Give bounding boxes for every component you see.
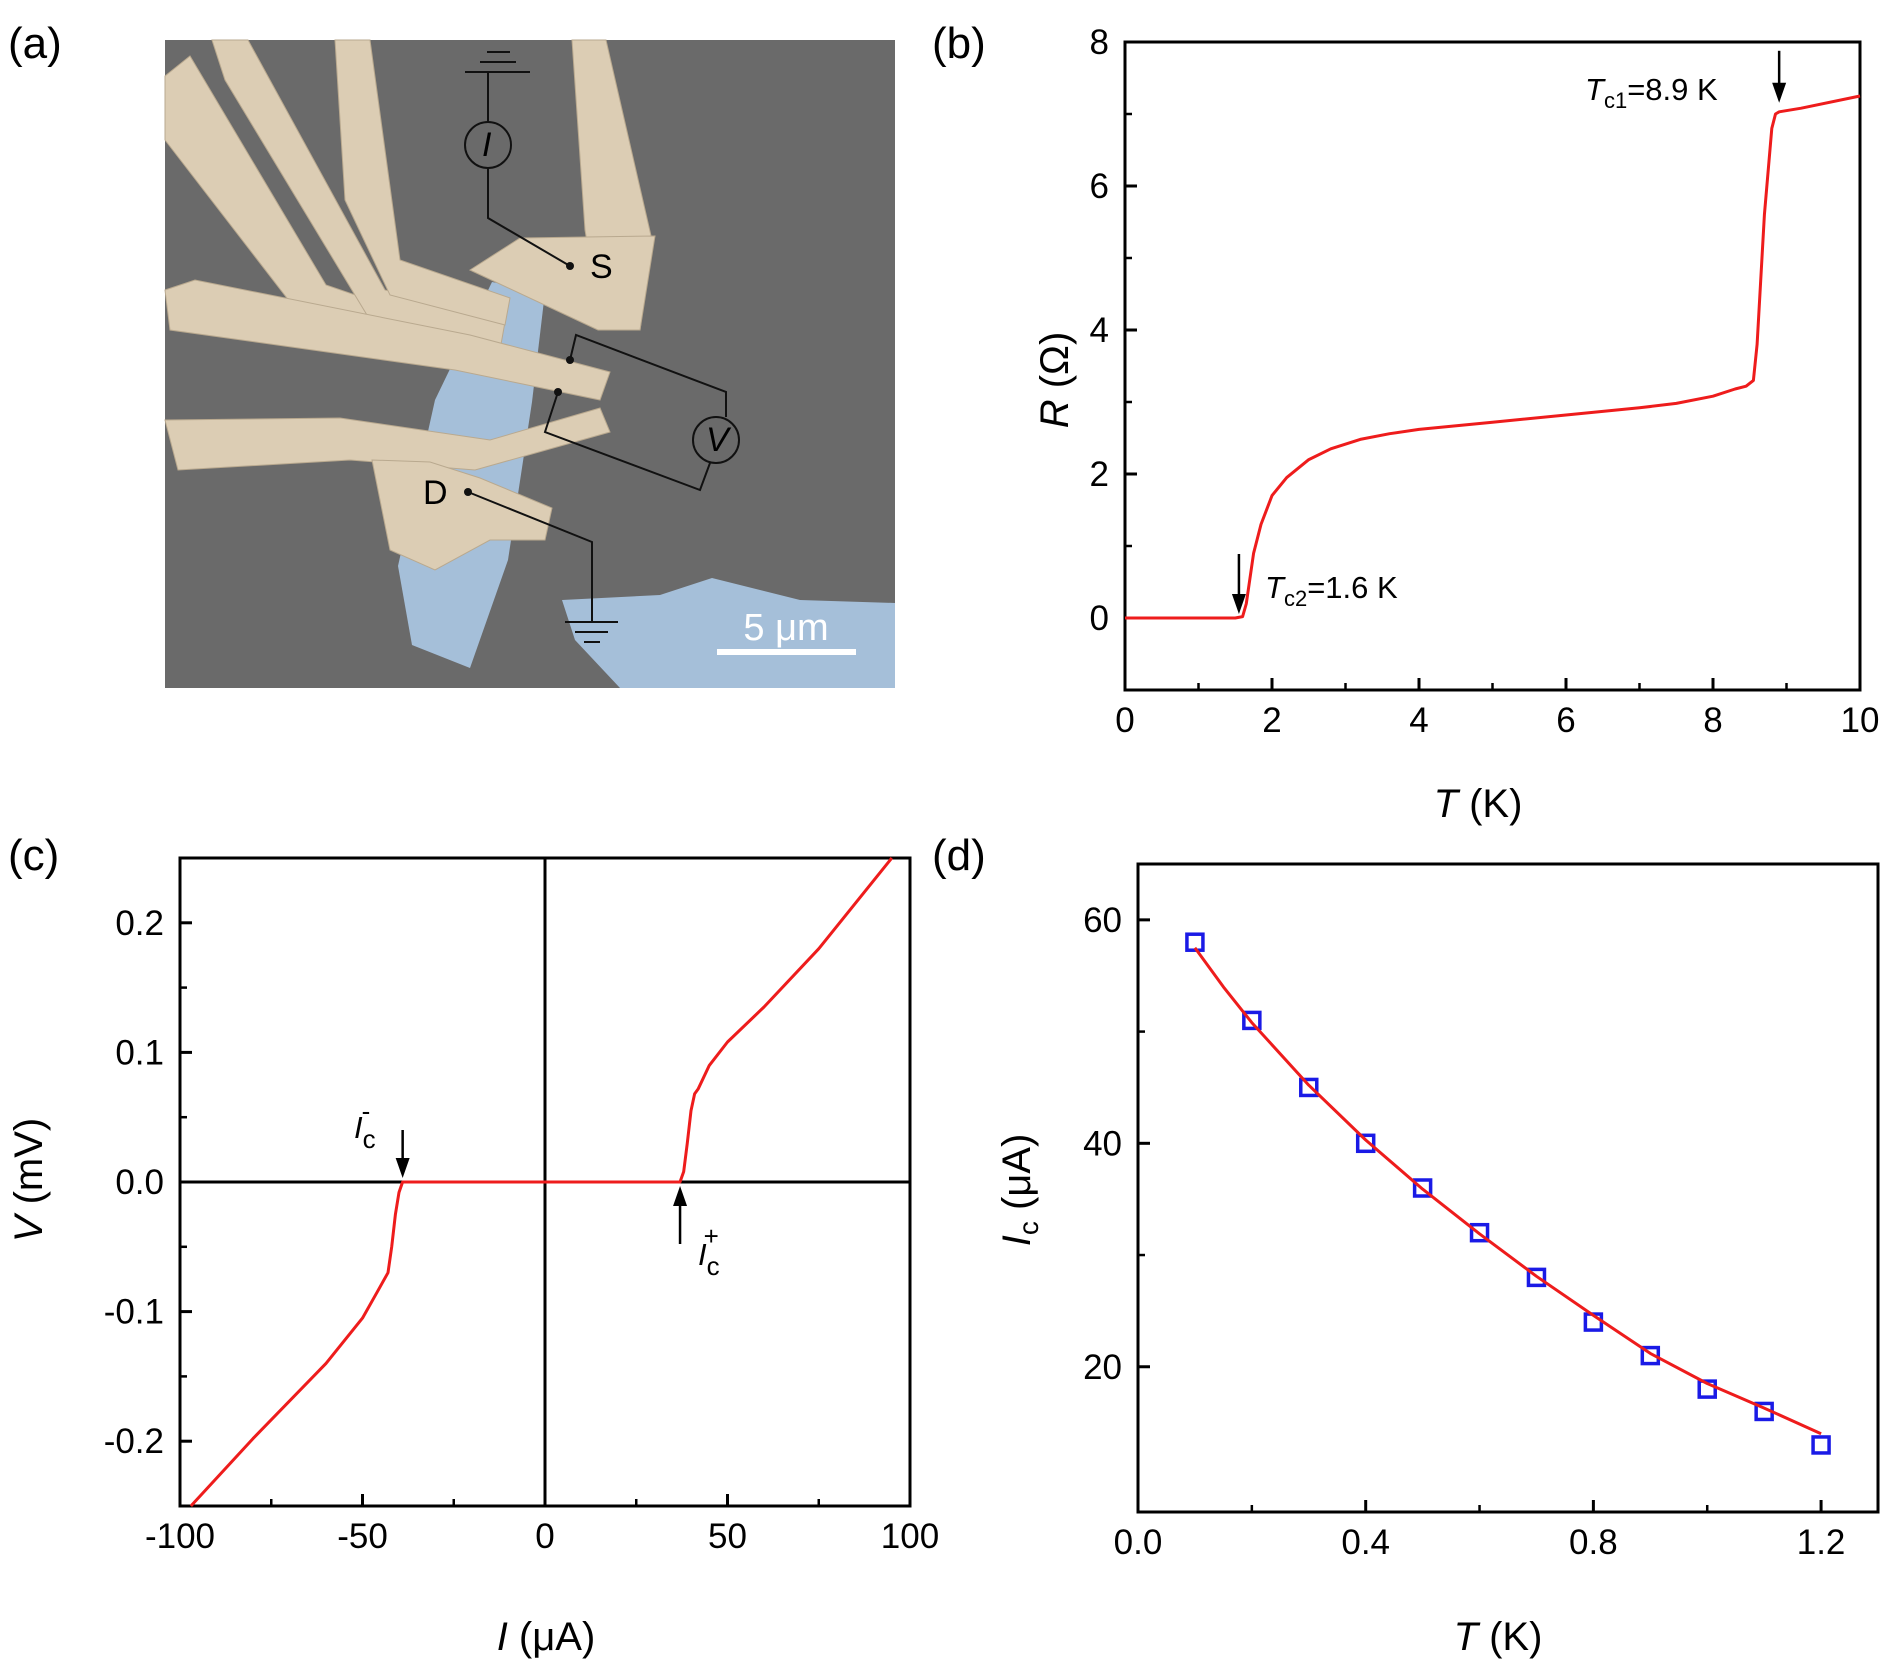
drain-label: D: [423, 474, 448, 512]
c-y-tick-label: -0.2: [104, 1422, 164, 1461]
b-annotation-arrow-head: [1231, 594, 1246, 614]
d-data-point: [1697, 1379, 1717, 1399]
d-y-tick-label: 60: [1083, 901, 1122, 940]
b-x-tick-label: 0: [1115, 701, 1134, 740]
d-data-point: [1299, 1077, 1319, 1098]
electrode-source-pad: [468, 235, 656, 331]
b-x-tick-label: 10: [1841, 701, 1880, 740]
b-y-tick-label: 0: [1090, 599, 1109, 638]
c-annotation-ic-plus: Ic+: [698, 1221, 720, 1281]
b-y-axis-title: R (Ω): [1033, 332, 1077, 429]
electrode-voltage-2: [164, 407, 611, 471]
plot-c: -100 -50 0 50 100 -0.2 -0.1 0.0 0.1 0.2: [104, 856, 939, 1556]
plot-d: 0.0 0.4 0.8 1.2 20 40 60: [1083, 862, 1880, 1562]
source-label: S: [590, 248, 613, 286]
d-x-tick-label: 0.8: [1569, 1523, 1618, 1562]
d-y-axis-title: Ic (μA): [995, 1134, 1044, 1247]
d-data-point: [1469, 1222, 1490, 1243]
c-x-tick-label: 50: [708, 1517, 747, 1556]
c-x-tick-label: 0: [535, 1517, 554, 1556]
b-x-tick-label: 4: [1409, 701, 1428, 740]
panel-letter-a: (a): [8, 19, 62, 68]
c-y-axis-title: V (mV): [7, 1118, 51, 1242]
b-annotation-arrow-head: [1772, 82, 1787, 103]
wire-voltmeter-bottom: [543, 391, 711, 492]
d-data-point: [1526, 1267, 1547, 1288]
flake-lower-right: [562, 578, 895, 688]
c-x-tick-label: -100: [145, 1517, 215, 1556]
d-y-tick-label: 20: [1083, 1348, 1122, 1387]
c-annotation-arrow-head: [673, 1186, 688, 1206]
c-y-tick-label: -0.1: [104, 1293, 164, 1332]
voltmeter-label: V: [706, 421, 732, 459]
c-x-tick-label: -50: [337, 1517, 388, 1556]
d-x-tick-label: 0.0: [1114, 1523, 1163, 1562]
c-series-line-0: [189, 857, 893, 1508]
b-x-tick-label: 2: [1262, 701, 1281, 740]
ammeter-label: I: [482, 126, 492, 164]
b-series-line-0: [1125, 94, 1861, 620]
d-plot-frame: [1136, 862, 1880, 1514]
voltage-contact-dot-2: [554, 388, 562, 396]
voltage-contact-dot-1: [566, 356, 574, 364]
electrode-voltage-1: [164, 279, 611, 401]
voltmeter-circle: [692, 416, 740, 464]
c-y-tick-label: 0.0: [115, 1163, 164, 1202]
plot-b: 0 2 4 6 8 10 0 2 4 6 8: [1090, 23, 1880, 740]
d-data-point: [1811, 1435, 1831, 1455]
d-series-line-1: [1193, 946, 1822, 1436]
scale-bar-label: 5 μm: [743, 607, 828, 649]
d-x-axis-title: T (K): [1454, 1615, 1543, 1659]
electrode-3: [334, 39, 511, 326]
d-data-point: [1640, 1345, 1661, 1366]
b-y-tick-label: 6: [1090, 167, 1109, 206]
panel-letter-d: (d): [932, 831, 986, 880]
c-annotation-ic-minus: Ic-: [354, 1096, 376, 1154]
wire-voltmeter-top: [569, 333, 727, 417]
c-y-tick-label: 0.1: [115, 1033, 164, 1072]
b-annotation-tc1: Tc1=8.9 K: [1585, 72, 1718, 113]
source-contact-dot: [566, 262, 574, 270]
b-annotation-tc2: Tc2=1.6 K: [1265, 570, 1398, 611]
b-plot-frame: [1123, 40, 1862, 692]
electrode-2: [211, 39, 506, 351]
c-x-axis-title: I (μA): [497, 1615, 596, 1659]
panel-letter-b: (b): [932, 19, 986, 68]
wire-ammeter-to-source: [487, 168, 571, 267]
wire-drain-to-ground: [467, 491, 593, 622]
c-annotation-arrow-head: [395, 1158, 410, 1178]
d-data-point: [1242, 1010, 1262, 1031]
b-x-tick-label: 8: [1703, 701, 1722, 740]
d-y-tick-label: 40: [1083, 1124, 1122, 1163]
d-x-tick-label: 0.4: [1341, 1523, 1390, 1562]
electrode-drain: [371, 459, 553, 571]
b-y-tick-label: 2: [1090, 455, 1109, 494]
b-y-tick-label: 4: [1090, 311, 1109, 350]
c-y-tick-label: 0.2: [115, 904, 164, 943]
b-y-tick-label: 8: [1090, 23, 1109, 62]
d-data-point: [1355, 1133, 1376, 1154]
d-data-point: [1412, 1178, 1433, 1198]
b-x-axis-title: T (K): [1434, 782, 1523, 826]
c-x-tick-label: 100: [881, 1517, 939, 1556]
d-x-tick-label: 1.2: [1797, 1523, 1846, 1562]
electrodes: [164, 39, 656, 571]
sem-image: I V S D 5 μm: [164, 39, 895, 688]
panel-letter-c: (c): [8, 831, 59, 880]
circuit: [464, 51, 740, 643]
b-x-tick-label: 6: [1556, 701, 1575, 740]
